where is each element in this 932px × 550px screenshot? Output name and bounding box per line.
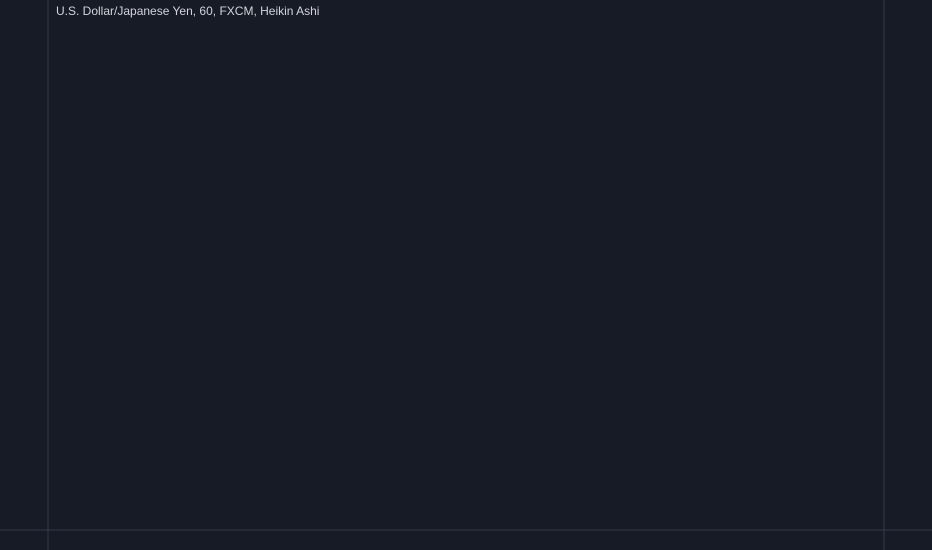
chart-title: U.S. Dollar/Japanese Yen, 60, FXCM, Heik… bbox=[56, 4, 319, 18]
